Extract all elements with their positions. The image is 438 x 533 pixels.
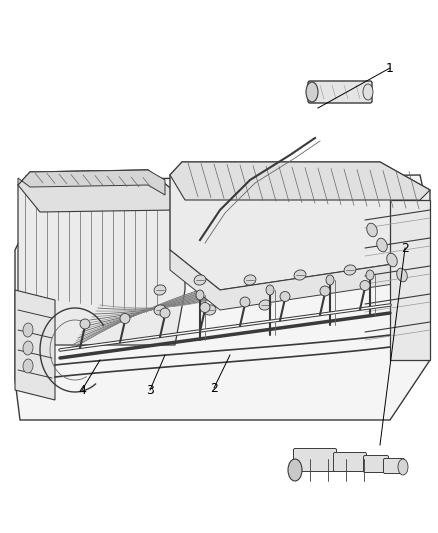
Circle shape bbox=[80, 319, 90, 329]
Ellipse shape bbox=[154, 305, 166, 315]
Polygon shape bbox=[15, 175, 430, 420]
Ellipse shape bbox=[266, 285, 274, 295]
Ellipse shape bbox=[23, 323, 33, 337]
Ellipse shape bbox=[363, 84, 373, 100]
Text: 2: 2 bbox=[401, 241, 409, 254]
FancyBboxPatch shape bbox=[333, 453, 367, 472]
Ellipse shape bbox=[326, 275, 334, 285]
Circle shape bbox=[200, 303, 210, 312]
Ellipse shape bbox=[194, 275, 206, 285]
Ellipse shape bbox=[377, 238, 387, 252]
Polygon shape bbox=[18, 170, 165, 195]
Circle shape bbox=[120, 313, 130, 324]
Ellipse shape bbox=[397, 268, 407, 282]
Text: 3: 3 bbox=[146, 384, 154, 397]
Ellipse shape bbox=[244, 275, 256, 285]
Ellipse shape bbox=[387, 253, 397, 267]
Circle shape bbox=[320, 286, 330, 296]
Circle shape bbox=[360, 280, 370, 290]
Ellipse shape bbox=[23, 341, 33, 355]
Ellipse shape bbox=[398, 459, 408, 475]
Polygon shape bbox=[170, 250, 430, 310]
Ellipse shape bbox=[259, 300, 271, 310]
Ellipse shape bbox=[294, 270, 306, 280]
Polygon shape bbox=[170, 162, 430, 290]
Ellipse shape bbox=[306, 82, 318, 102]
Circle shape bbox=[240, 297, 250, 307]
Ellipse shape bbox=[196, 290, 204, 300]
Circle shape bbox=[160, 308, 170, 318]
Circle shape bbox=[280, 292, 290, 302]
Text: 2: 2 bbox=[210, 382, 218, 394]
FancyBboxPatch shape bbox=[293, 448, 336, 472]
FancyBboxPatch shape bbox=[364, 456, 389, 472]
Polygon shape bbox=[390, 200, 430, 360]
Ellipse shape bbox=[23, 359, 33, 373]
FancyBboxPatch shape bbox=[308, 81, 372, 103]
Ellipse shape bbox=[367, 223, 377, 237]
Ellipse shape bbox=[288, 459, 302, 481]
Ellipse shape bbox=[204, 305, 216, 315]
Ellipse shape bbox=[344, 265, 356, 275]
Ellipse shape bbox=[154, 285, 166, 295]
Polygon shape bbox=[15, 290, 55, 400]
Ellipse shape bbox=[366, 270, 374, 280]
FancyBboxPatch shape bbox=[384, 458, 405, 473]
Polygon shape bbox=[170, 162, 430, 200]
Text: 1: 1 bbox=[386, 61, 394, 75]
Text: 4: 4 bbox=[78, 384, 86, 397]
Polygon shape bbox=[18, 170, 185, 212]
Polygon shape bbox=[18, 170, 185, 345]
